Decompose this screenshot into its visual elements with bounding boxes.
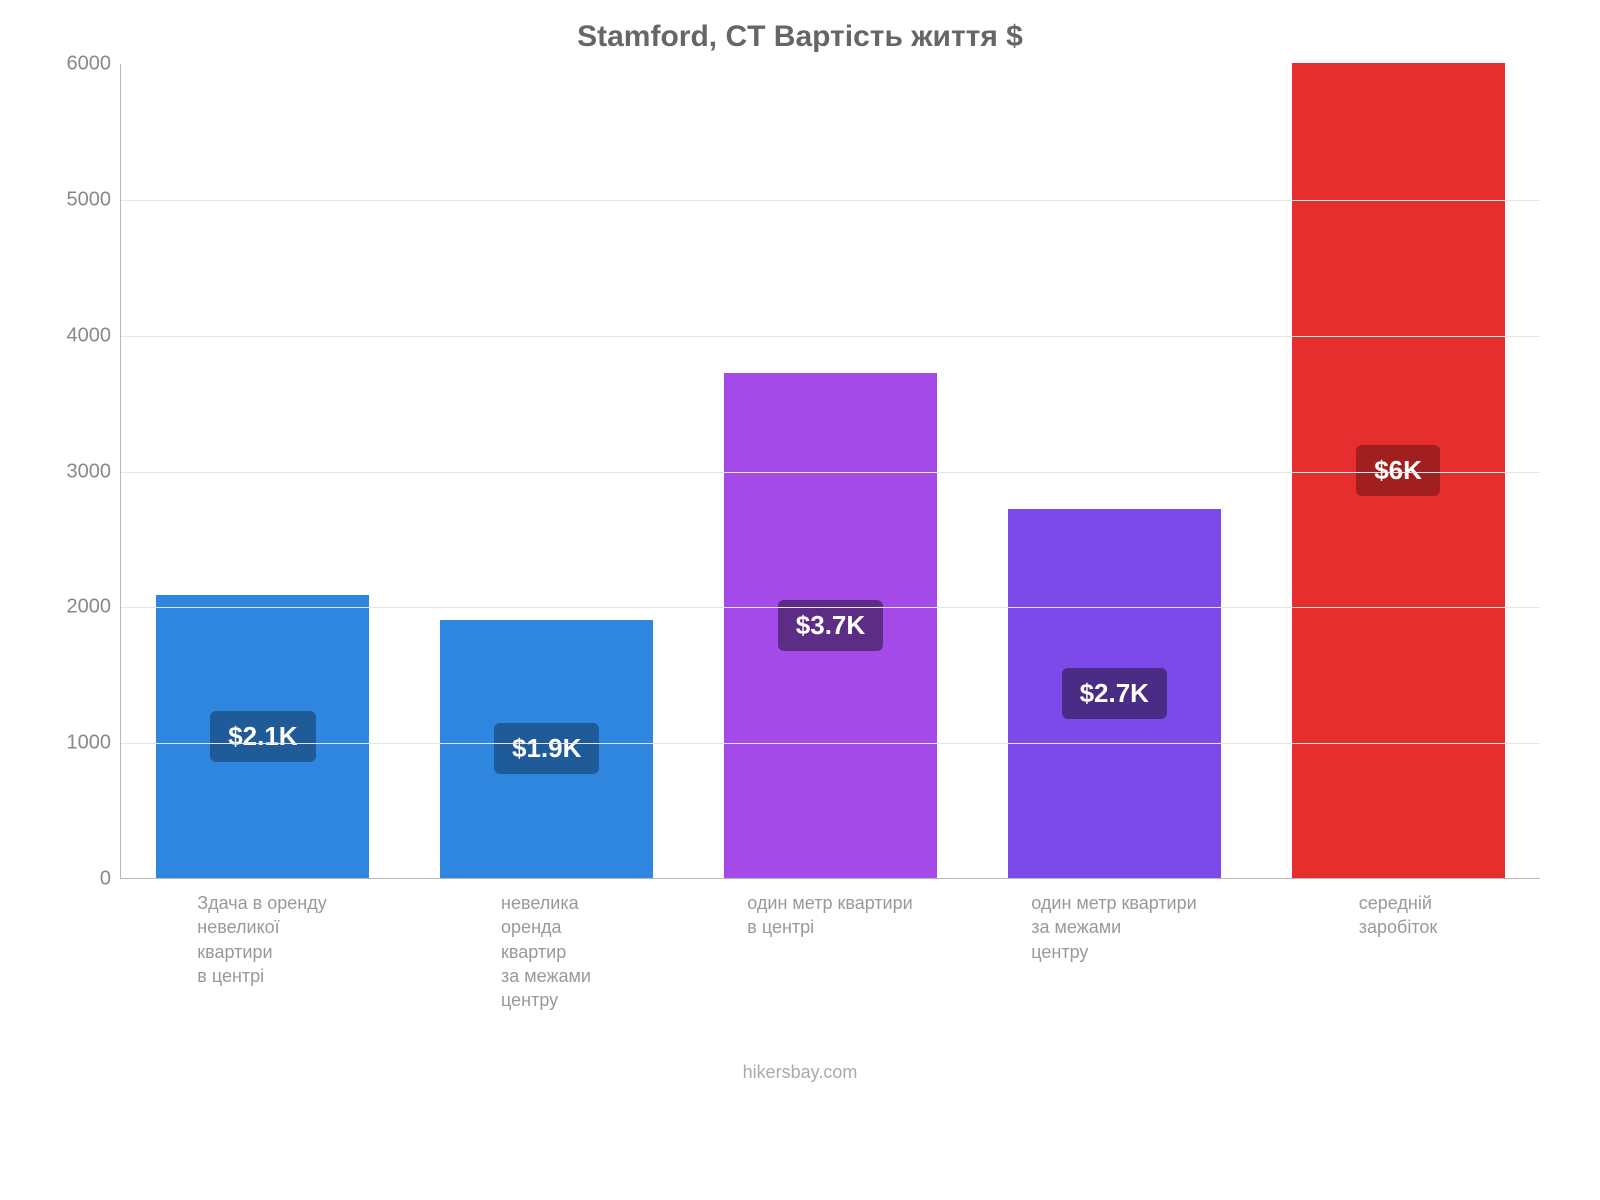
bar: $1.9K — [440, 620, 653, 878]
chart-footer: hikersbay.com — [50, 1062, 1550, 1083]
x-tick-label: невелика оренда квартир за межами центру — [404, 879, 688, 1012]
x-tick-text: один метр квартири в центрі — [747, 891, 912, 1012]
x-tick-label: один метр квартири за межами центру — [972, 879, 1256, 1012]
x-tick-text: Здача в оренду невеликої квартири в цент… — [197, 891, 326, 1012]
x-tick-text: середній заробіток — [1359, 891, 1438, 1012]
bar: $2.1K — [156, 595, 369, 878]
y-tick-label: 0 — [51, 868, 111, 891]
x-tick-text: один метр квартири за межами центру — [1031, 891, 1196, 1012]
bar: $2.7K — [1008, 509, 1221, 878]
x-axis-labels: Здача в оренду невеликої квартири в цент… — [120, 879, 1540, 1012]
x-tick-label: середній заробіток — [1256, 879, 1540, 1012]
gridline — [121, 336, 1540, 337]
bar: $6K — [1292, 63, 1505, 878]
y-tick-label: 2000 — [51, 596, 111, 619]
plot-area: $2.1K$1.9K$3.7K$2.7K$6K 0100020003000400… — [120, 64, 1540, 879]
x-tick-label: один метр квартири в центрі — [688, 879, 972, 1012]
y-tick-label: 3000 — [51, 460, 111, 483]
bar-value-badge: $6K — [1356, 445, 1440, 496]
y-tick-label: 6000 — [51, 53, 111, 76]
bar-value-badge: $1.9K — [494, 723, 599, 774]
bar-value-badge: $2.7K — [1062, 668, 1167, 719]
x-tick-text: невелика оренда квартир за межами центру — [501, 891, 591, 1012]
gridline — [121, 200, 1540, 201]
chart-container: Stamford, CT Вартість життя $ $2.1K $1.9K… — [50, 20, 1550, 1120]
gridline — [121, 607, 1540, 608]
y-tick-label: 1000 — [51, 732, 111, 755]
gridline — [121, 472, 1540, 473]
y-tick-label: 5000 — [51, 188, 111, 211]
chart-title: Stamford, CT Вартість життя $ — [50, 20, 1550, 54]
bar: $3.7K — [724, 373, 937, 878]
gridline — [121, 743, 1540, 744]
y-tick-label: 4000 — [51, 324, 111, 347]
bar-value-badge: $2.1K — [210, 711, 315, 762]
x-tick-label: Здача в оренду невеликої квартири в цент… — [120, 879, 404, 1012]
